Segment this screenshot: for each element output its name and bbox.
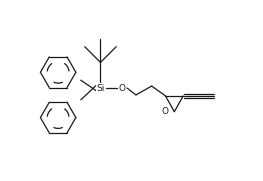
Text: Si: Si [96, 84, 105, 92]
Text: O: O [161, 107, 168, 116]
Text: O: O [119, 84, 126, 92]
